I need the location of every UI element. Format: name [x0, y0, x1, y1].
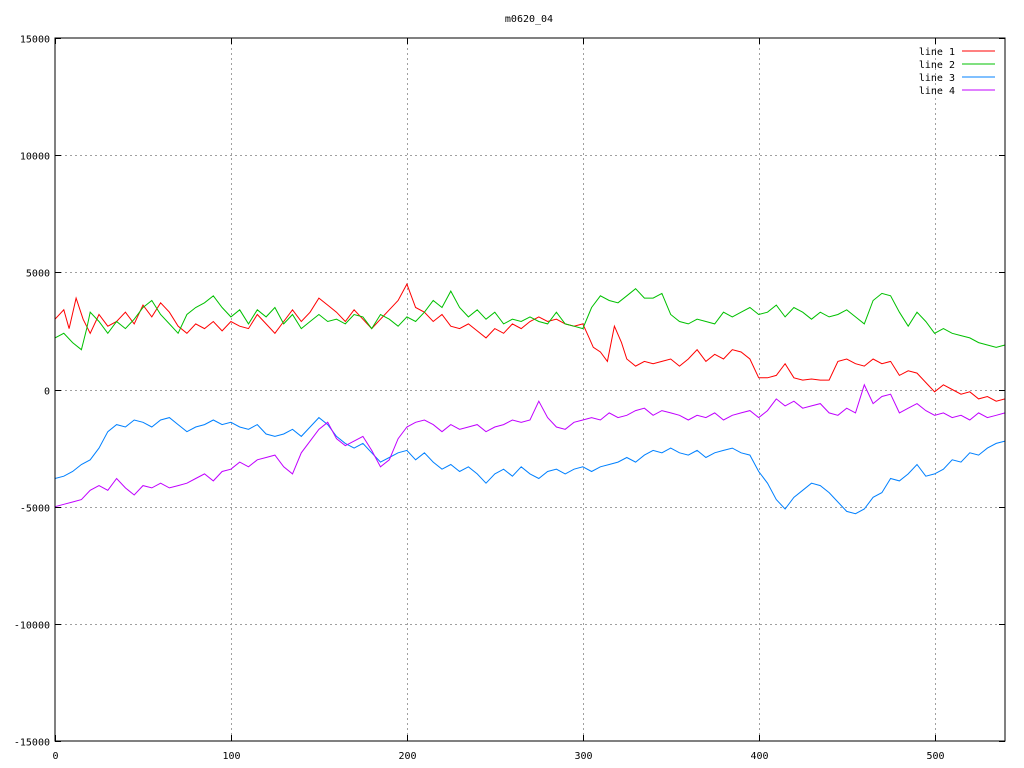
series-group	[54, 282, 1006, 515]
x-tick-label: 200	[398, 751, 416, 762]
series-line-4	[54, 383, 1006, 508]
y-tick-label: 5000	[26, 269, 50, 280]
x-tick-label: 400	[750, 751, 768, 762]
y-tick-label: -10000	[14, 621, 50, 632]
y-tick-label: -15000	[14, 738, 50, 749]
legend-label-1: line 1	[919, 47, 955, 58]
x-tick-label: 100	[222, 751, 240, 762]
y-tick-label: -5000	[20, 504, 50, 515]
chart-title: m0620_04	[505, 14, 553, 25]
plot-frame	[54, 37, 1006, 742]
axes: -15000 -10000 -5000 0 5000 10000 15000 0 100 200 3…	[14, 35, 1005, 762]
legend-label-2: line 2	[919, 60, 955, 71]
grid	[55, 38, 1005, 741]
x-tick-label: 300	[574, 751, 592, 762]
legend-label-3: line 3	[919, 73, 955, 84]
x-tick-label: 0	[52, 751, 58, 762]
legend: line 1 line 2 line 3 line 4	[919, 47, 995, 97]
y-tick-label: 0	[44, 387, 50, 398]
y-tick-label: 10000	[20, 152, 50, 163]
legend-label-4: line 4	[919, 86, 955, 97]
series-line-3	[54, 416, 1006, 515]
series-line-2	[54, 288, 1006, 351]
y-tick-label: 15000	[20, 35, 50, 46]
x-tick-label: 500	[926, 751, 944, 762]
